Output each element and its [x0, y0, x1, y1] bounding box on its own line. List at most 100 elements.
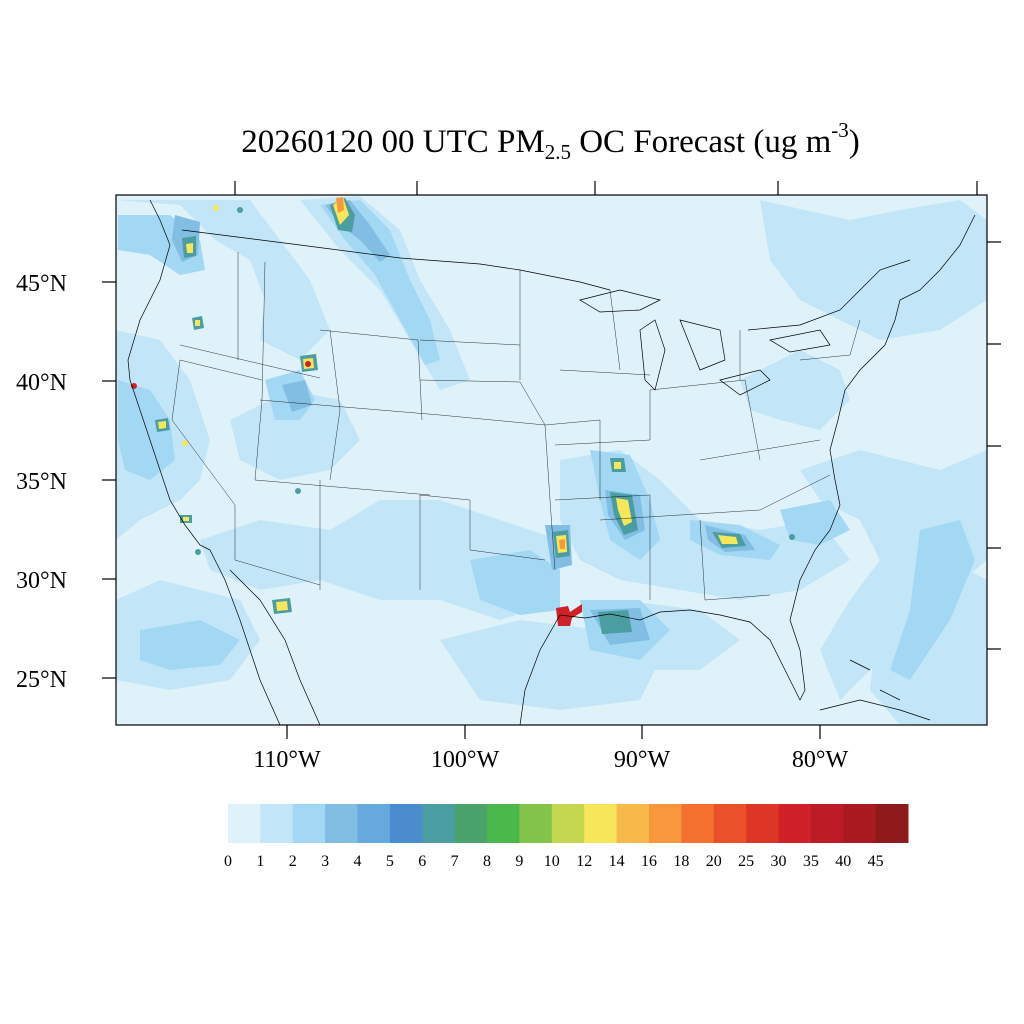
- field-band: [336, 197, 344, 213]
- field-band: [760, 200, 987, 340]
- colorbar-swatch: [875, 804, 909, 843]
- state-lines: [171, 252, 861, 601]
- colorbar-label: 20: [705, 853, 722, 870]
- lat-label-35: 35°N: [16, 469, 67, 495]
- field-band: [183, 517, 189, 521]
- colorbar: [228, 804, 909, 843]
- colorbar-swatch: [551, 804, 585, 843]
- colorbar-swatch: [228, 804, 261, 843]
- field-band: [800, 450, 987, 700]
- lat-label-25: 25°N: [16, 667, 67, 693]
- field-band: [616, 498, 632, 526]
- colorbar-swatch: [357, 804, 391, 843]
- colorbar-swatch: [260, 804, 294, 843]
- colorbar-label: 45: [867, 853, 884, 870]
- colorbar-swatch: [616, 804, 650, 843]
- west-coast: [127, 199, 211, 551]
- plot-frame: [115, 194, 988, 726]
- colorbar-label: 14: [608, 853, 625, 870]
- colorbar-swatch: [843, 804, 877, 843]
- colorbar-label: 8: [483, 853, 492, 870]
- title-suffix: ): [848, 124, 860, 160]
- hotspot: [195, 549, 201, 555]
- colorbar-label: 35: [802, 853, 819, 870]
- colorbar-swatch: [681, 804, 715, 843]
- hotspot: [295, 488, 301, 494]
- colorbar-label: 6: [418, 853, 427, 870]
- colorbar-swatch: [519, 804, 553, 843]
- colorbar-label: 10: [543, 853, 560, 870]
- colorbar-label: 30: [770, 853, 787, 870]
- colorbar-label: 40: [835, 853, 852, 870]
- lon-label-90: 90°W: [613, 747, 671, 773]
- colorbar-swatch: [778, 804, 812, 843]
- field-band: [780, 500, 850, 545]
- field-band: [282, 380, 312, 412]
- title-prefix: 20260120 00 UTC PM: [241, 124, 545, 160]
- title-subscript: 2.5: [544, 140, 571, 164]
- lat-label-45: 45°N: [16, 271, 67, 297]
- us-canada-border: [181, 229, 911, 331]
- field-band: [470, 550, 560, 615]
- great-lakes: [579, 289, 831, 396]
- field-band: [559, 539, 565, 549]
- colorbar-swatch: [746, 804, 779, 843]
- field-band: [230, 390, 360, 480]
- colorbar-swatch: [810, 804, 844, 843]
- colorbar-label: 25: [738, 853, 755, 870]
- colorbar-label: 16: [640, 853, 657, 870]
- colorbar-swatch: [487, 804, 520, 843]
- field-band: [614, 462, 621, 469]
- title-superscript: -3: [831, 118, 849, 142]
- field-band: [116, 200, 330, 360]
- baja-coast: [209, 549, 321, 725]
- gulf-coast: [559, 504, 841, 701]
- field-band: [158, 421, 166, 429]
- hotspot: [237, 207, 243, 213]
- hotspot: [789, 534, 795, 540]
- map-title: 20260120 00 UTC PM2.5 OC Forecast (ug m-…: [0, 120, 1024, 164]
- colorbar-swatch: [648, 804, 682, 843]
- concentration-field: [116, 196, 987, 725]
- colorbar-label: 5: [385, 853, 394, 870]
- colorbar-label: 12: [576, 853, 593, 870]
- mexico-coast: [519, 614, 561, 725]
- colorbar-label: 2: [288, 853, 297, 870]
- colorbar-label: 18: [673, 853, 690, 870]
- field-band: [195, 320, 200, 326]
- colorbar-swatch: [454, 804, 488, 843]
- field-band: [140, 620, 240, 670]
- lat-label-40: 40°N: [16, 370, 67, 396]
- lat-label-30: 30°N: [16, 568, 67, 594]
- hotspot: [213, 205, 219, 211]
- colorbar-swatch: [389, 804, 423, 843]
- colorbar-swatch: [713, 804, 747, 843]
- colorbar-swatch: [422, 804, 456, 843]
- colorbar-label: 4: [353, 853, 362, 870]
- tick-marks: [102, 181, 1001, 739]
- colorbar-label: 1: [256, 853, 265, 870]
- colorbar-label: 3: [321, 853, 330, 870]
- colorbar-swatch: [325, 804, 359, 843]
- colorbar-label: 9: [515, 853, 524, 870]
- boundaries: [127, 199, 976, 725]
- east-coast: [829, 214, 976, 506]
- field-band: [598, 610, 632, 634]
- colorbar-label: 0: [224, 853, 232, 870]
- hotspot: [305, 361, 311, 367]
- hotspot: [182, 440, 188, 446]
- colorbar-swatch: [584, 804, 618, 843]
- colorbar-swatch: [292, 804, 326, 843]
- field-band: [276, 601, 288, 611]
- field-band: [556, 604, 582, 626]
- colorbar-label: 7: [450, 853, 459, 870]
- caribbean-islands: [819, 659, 931, 721]
- field-band: [740, 350, 850, 430]
- lon-label-100: 100°W: [430, 747, 500, 773]
- field-band: [890, 520, 975, 680]
- lon-label-80: 80°W: [791, 747, 849, 773]
- lon-label-110: 110°W: [253, 747, 321, 773]
- field-band: [718, 535, 738, 544]
- field-band: [320, 200, 440, 365]
